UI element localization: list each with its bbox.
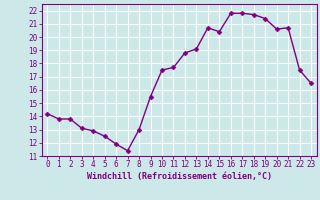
X-axis label: Windchill (Refroidissement éolien,°C): Windchill (Refroidissement éolien,°C): [87, 172, 272, 181]
